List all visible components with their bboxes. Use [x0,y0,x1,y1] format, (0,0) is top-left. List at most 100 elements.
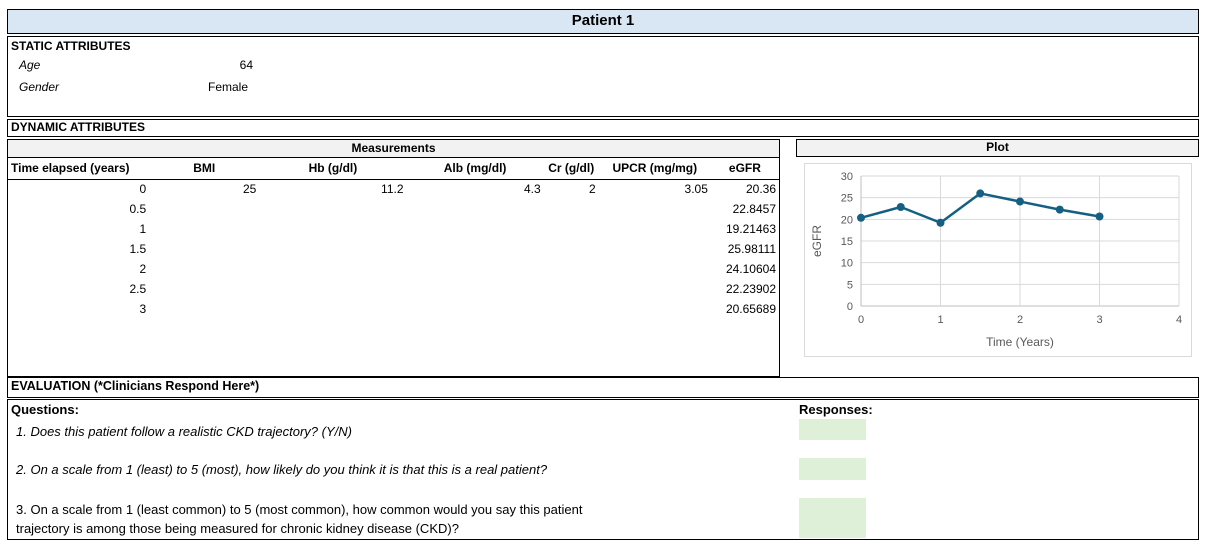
question-2: 2. On a scale from 1 (least) to 5 (most)… [16,462,548,477]
x-axis-title: Time (Years) [986,335,1054,349]
questions-label: Questions: [11,402,79,417]
column-header: Hb (g/dl) [259,158,407,180]
age-value: 64 [239,58,253,72]
table-cell: 3.05 [684,182,708,197]
response-input-3[interactable] [799,498,866,538]
column-header: Cr (g/dl) [543,158,599,180]
y-tick-label: 15 [841,236,853,248]
patient-title: Patient 1 [7,9,1199,34]
table-cell: 0 [139,182,147,197]
data-point-marker [1095,212,1104,221]
table-cell: 4.3 [523,182,541,197]
table-row: 3 20.65689 [8,299,779,319]
gender-value: Female [208,80,249,94]
table-cell: 22.8457 [732,202,776,216]
table-cell: 25 [242,182,257,197]
data-point-marker [936,218,945,227]
table-cell [259,259,406,279]
data-point-marker [1016,197,1024,206]
data-point-marker [896,203,905,212]
table-cell [599,219,711,239]
gender-label: Gender [19,80,60,94]
table-row: 2.5 22.23902 [8,279,779,299]
table-cell [149,199,259,219]
table-cell: 19.21463 [725,222,776,236]
evaluation-header: EVALUATION (*Clinicians Respond Here*) [7,377,1199,398]
response-input-1[interactable] [799,419,866,440]
measurements-header: Measurements [8,140,779,158]
measurements-table: Time elapsed (years) BMI Hb (g/dl) Alb (mg/… [8,158,779,319]
table-cell [599,239,711,259]
table-cell: 2 [589,182,596,197]
table-cell: 3 [139,302,147,316]
table-cell: 2.5 [129,282,147,296]
table-cell [407,199,544,219]
table-cell [407,299,544,319]
y-tick-label: 10 [841,258,853,270]
table-cell [599,259,711,279]
data-point-marker [976,189,985,198]
table-cell [259,299,406,319]
table-row: 2 24.10604 [8,259,779,279]
table-cell [544,299,599,319]
attribute-row-age: Age 64 [19,58,253,72]
data-point-marker [857,213,865,222]
responses-label: Responses: [799,402,873,417]
table-cell [259,219,406,239]
question-1: 1. Does this patient follow a realistic … [16,424,352,439]
table-cell [407,259,544,279]
table-cell: 1 [139,222,147,236]
egfr-chart-container: 0 5 10 15 20 25 30 0 1 2 3 4 Time (Years) eGFR [804,163,1192,357]
x-tick-label: 1 [937,314,943,326]
table-cell: 24.10604 [725,262,776,276]
table-cell [599,299,711,319]
table-cell: 1.5 [129,242,147,256]
evaluation-body: Questions: Responses: 1. Does this patie… [7,399,1199,540]
table-cell [149,219,259,239]
table-cell: 0.5 [129,202,147,216]
table-cell [599,279,711,299]
column-header: Alb (mg/dl) [406,158,544,180]
measurements-header-row: Time elapsed (years) BMI Hb (g/dl) Alb (mg/… [8,158,779,180]
table-cell [259,199,406,219]
column-header: UPCR (mg/mg) [598,158,711,180]
table-cell [407,239,544,259]
table-cell [149,299,259,319]
table-cell: 11.2 [381,182,404,197]
table-row: 0.5 22.8457 [8,199,779,219]
table-cell [407,219,544,239]
table-cell: 25.98111 [727,242,776,256]
table-cell [149,239,259,259]
static-attributes-header: STATIC ATTRIBUTES [11,39,131,53]
table-cell [149,259,259,279]
table-cell [544,199,599,219]
table-cell [544,219,599,239]
plot-header: Plot [796,139,1199,157]
y-tick-label: 25 [841,193,853,205]
table-cell: 2 [139,262,147,276]
egfr-line-chart: 0 5 10 15 20 25 30 0 1 2 3 4 Time (Years) eGFR [810,171,1182,349]
column-header: BMI [149,158,260,180]
x-tick-label: 3 [1096,314,1102,326]
attribute-row-gender: Gender Female [19,80,248,94]
column-header: Time elapsed (years) [8,158,150,180]
y-tick-label: 30 [841,171,853,183]
table-cell [259,279,406,299]
x-tick-label: 0 [858,314,864,326]
table-cell [544,259,599,279]
measurements-section: Measurements Time elapsed (years) BMI Hb (… [7,139,780,377]
table-cell [599,199,711,219]
static-attributes-section: STATIC ATTRIBUTES Age 64 Gender Female [7,36,1199,117]
table-cell: 20.65689 [725,302,776,316]
age-label: Age [19,58,41,72]
table-cell [259,239,406,259]
dynamic-attributes-header: DYNAMIC ATTRIBUTES [7,119,1199,137]
y-axis-title: eGFR [810,225,824,257]
table-cell [407,279,544,299]
table-cell: 22.23902 [725,282,776,296]
data-point-marker [1055,205,1064,214]
response-input-2[interactable] [799,458,866,480]
table-cell: 20.36 [745,182,776,197]
table-row: 1.5 25.98111 [8,239,779,259]
y-tick-label: 20 [841,214,853,226]
